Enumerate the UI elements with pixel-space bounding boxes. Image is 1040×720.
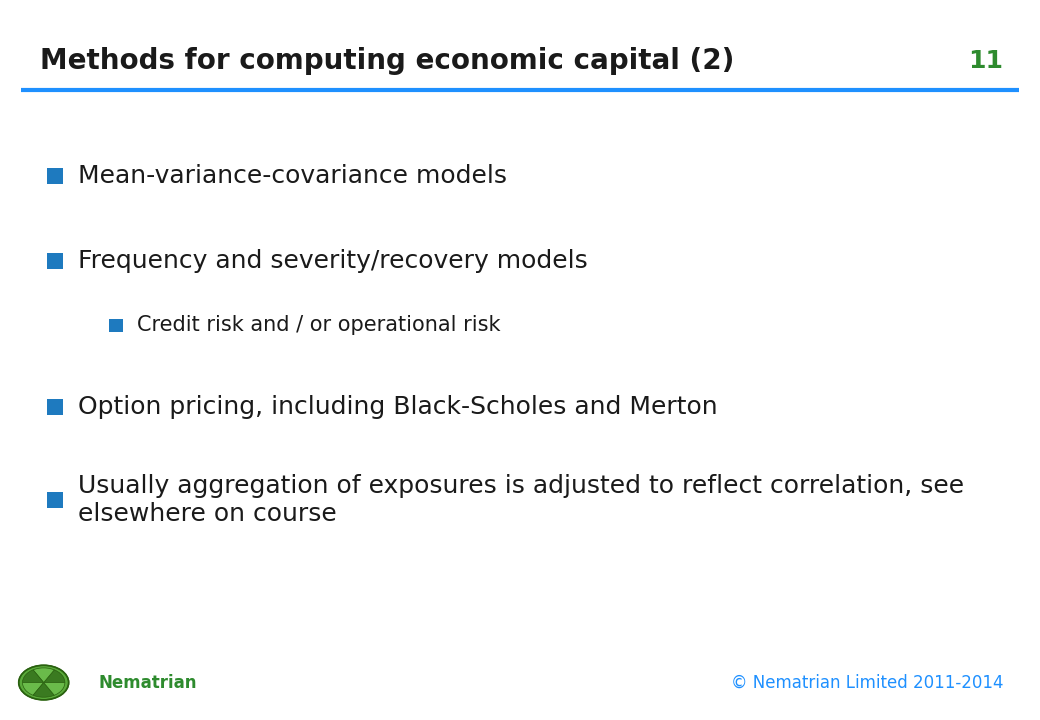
Text: Option pricing, including Black-Scholes and Merton: Option pricing, including Black-Scholes … — [78, 395, 718, 419]
FancyBboxPatch shape — [47, 253, 63, 269]
Text: Credit risk and / or operational risk: Credit risk and / or operational risk — [137, 315, 501, 336]
FancyBboxPatch shape — [47, 399, 63, 415]
FancyBboxPatch shape — [47, 492, 63, 508]
Polygon shape — [33, 683, 54, 697]
Text: 11: 11 — [968, 49, 1004, 73]
FancyBboxPatch shape — [109, 319, 123, 332]
Polygon shape — [23, 670, 44, 683]
Polygon shape — [44, 670, 64, 683]
Polygon shape — [33, 668, 54, 683]
Text: Frequency and severity/recovery models: Frequency and severity/recovery models — [78, 248, 588, 273]
FancyBboxPatch shape — [47, 168, 63, 184]
Polygon shape — [44, 683, 64, 696]
Text: © Nematrian Limited 2011-2014: © Nematrian Limited 2011-2014 — [731, 674, 1004, 691]
Text: Nematrian: Nematrian — [99, 674, 198, 691]
Circle shape — [19, 665, 69, 700]
Text: Usually aggregation of exposures is adjusted to reflect correlation, see
elsewhe: Usually aggregation of exposures is adju… — [78, 474, 964, 526]
Text: Mean-variance-covariance models: Mean-variance-covariance models — [78, 164, 508, 189]
Text: Methods for computing economic capital (2): Methods for computing economic capital (… — [40, 48, 734, 75]
Polygon shape — [23, 683, 44, 696]
